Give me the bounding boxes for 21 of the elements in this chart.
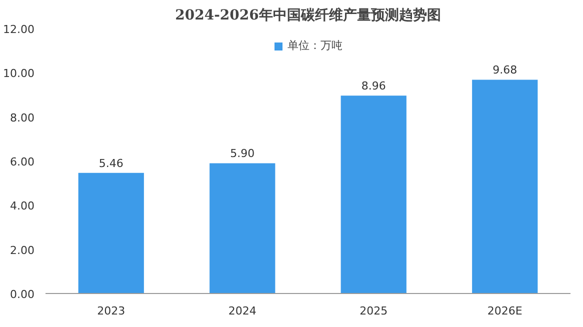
bar bbox=[210, 163, 276, 294]
x-tick-label: 2024 bbox=[228, 304, 256, 318]
data-label: 5.90 bbox=[230, 147, 255, 160]
chart-title: 2024-2026年中国碳纤维产量预测趋势图 bbox=[175, 6, 441, 24]
y-tick-label: 12.00 bbox=[3, 23, 35, 36]
x-tick-label: 2026E bbox=[487, 304, 522, 318]
data-label: 8.96 bbox=[361, 80, 386, 93]
y-tick-label: 8.00 bbox=[10, 111, 35, 124]
x-tick-label: 2023 bbox=[97, 304, 126, 318]
y-tick-label: 0.00 bbox=[10, 288, 35, 301]
y-tick-label: 4.00 bbox=[10, 200, 35, 213]
bar bbox=[78, 172, 144, 294]
legend-label: 单位：万吨 bbox=[288, 38, 342, 53]
data-label: 9.68 bbox=[492, 64, 518, 77]
data-label: 5.46 bbox=[98, 156, 124, 170]
x-tick-label: 2025 bbox=[360, 304, 388, 318]
bar bbox=[340, 96, 406, 294]
bar bbox=[472, 80, 538, 294]
y-tick-label: 2.00 bbox=[10, 244, 35, 257]
y-tick-label: 10.00 bbox=[3, 67, 35, 80]
y-tick-label: 6.00 bbox=[10, 156, 35, 168]
